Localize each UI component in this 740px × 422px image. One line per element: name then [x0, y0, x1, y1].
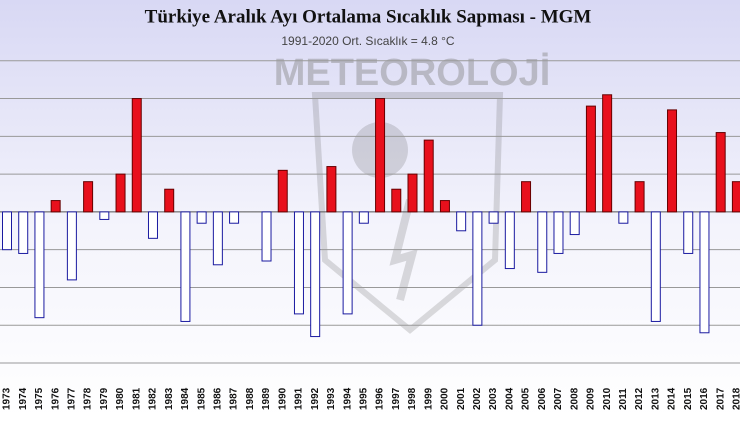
bar	[553, 211, 564, 254]
x-tick-label: 2009	[586, 387, 597, 410]
bar	[407, 173, 418, 213]
bar	[585, 105, 596, 213]
chart-title: Türkiye Aralık Ayı Ortalama Sıcaklık Sap…	[145, 6, 592, 27]
x-tick-label: 2013	[650, 387, 661, 410]
bar	[699, 211, 710, 334]
x-tick-label: 2014	[667, 387, 678, 410]
x-tick-label: 1991	[294, 387, 305, 410]
bar	[277, 169, 288, 213]
x-tick-label: 1978	[83, 387, 94, 410]
bar	[488, 211, 499, 224]
bar	[164, 188, 175, 213]
bar	[472, 211, 483, 326]
chart-subtitle: 1991-2020 Ort. Sıcaklık = 4.8 °C	[281, 34, 455, 48]
x-tick-label: 2005	[521, 387, 532, 410]
x-tick-label: 2011	[618, 388, 629, 410]
bar	[212, 211, 223, 266]
x-tick-label: 2012	[634, 387, 645, 410]
bar	[34, 211, 45, 319]
bar	[602, 94, 613, 213]
x-tick-label: 2001	[456, 387, 467, 410]
x-tick-label: 1977	[67, 387, 78, 410]
x-tick-label: 1988	[245, 387, 256, 410]
x-tick-label: 2018	[732, 387, 740, 410]
x-tick-label: 1982	[148, 387, 159, 410]
bar	[261, 211, 272, 262]
x-tick-label: 1974	[18, 387, 29, 410]
x-tick-label: 2007	[553, 387, 564, 410]
bar	[115, 173, 126, 213]
bar	[634, 181, 645, 213]
bar	[537, 211, 548, 273]
bar	[326, 166, 337, 213]
bar	[196, 211, 207, 224]
x-tick-label: 1985	[196, 387, 207, 410]
x-tick-label: 2016	[699, 387, 710, 410]
bar	[731, 181, 740, 213]
x-tick-label: 1976	[50, 387, 61, 410]
x-tick-label: 2000	[440, 387, 451, 410]
x-tick-label: 1979	[99, 387, 110, 410]
x-tick-label: 1987	[229, 387, 240, 410]
x-tick-label: 1975	[34, 387, 45, 410]
x-tick-label: 2015	[683, 387, 694, 410]
bar	[2, 211, 12, 251]
bar	[650, 211, 661, 322]
bar	[504, 211, 515, 270]
bar	[180, 211, 191, 322]
x-tick-label: 1990	[277, 387, 288, 410]
x-tick-label: 2008	[569, 387, 580, 410]
x-tick-label: 1986	[213, 387, 224, 410]
x-tick-label: 1992	[310, 387, 321, 410]
x-tick-label: 2006	[537, 387, 548, 410]
x-tick-label: 2017	[715, 387, 726, 410]
x-tick-label: 1993	[326, 387, 337, 410]
bar	[66, 211, 77, 281]
x-tick-label: 1997	[391, 387, 402, 410]
x-tick-label: 2004	[504, 387, 515, 410]
bar	[147, 211, 158, 239]
bar	[569, 211, 580, 236]
x-tick-label: 1998	[407, 387, 418, 410]
bar	[521, 181, 532, 213]
bar	[131, 98, 142, 213]
x-tick-label: 1980	[115, 387, 126, 410]
bar	[715, 132, 726, 213]
bar	[618, 211, 629, 224]
x-tick-label: 1981	[131, 387, 142, 410]
bar	[391, 188, 402, 213]
x-tick-label: 1983	[164, 387, 175, 410]
watermark: METEOROLOJİ	[274, 52, 551, 94]
bar	[456, 211, 467, 232]
bar	[83, 181, 94, 213]
bar	[99, 211, 110, 220]
x-tick-label: 1989	[261, 387, 272, 410]
bar	[375, 98, 386, 213]
bar	[293, 211, 304, 315]
x-tick-label: 2002	[472, 387, 483, 410]
bar	[310, 211, 321, 338]
x-tick-label: 1995	[358, 387, 369, 410]
bar	[683, 211, 694, 254]
bar	[50, 200, 61, 213]
x-tick-label: 1996	[375, 387, 386, 410]
x-tick-label: 1999	[423, 387, 434, 410]
bar	[667, 109, 678, 213]
bar	[358, 211, 369, 224]
x-tick-label: 1994	[342, 387, 353, 410]
bar	[439, 200, 450, 213]
bar	[423, 139, 434, 213]
bar	[18, 211, 29, 254]
bar	[342, 211, 353, 315]
x-tick-label: 1973	[2, 387, 13, 410]
x-tick-label: 1984	[180, 387, 191, 410]
bar	[229, 211, 240, 224]
x-tick-label: 2003	[488, 387, 499, 410]
x-tick-label: 2010	[602, 387, 613, 410]
